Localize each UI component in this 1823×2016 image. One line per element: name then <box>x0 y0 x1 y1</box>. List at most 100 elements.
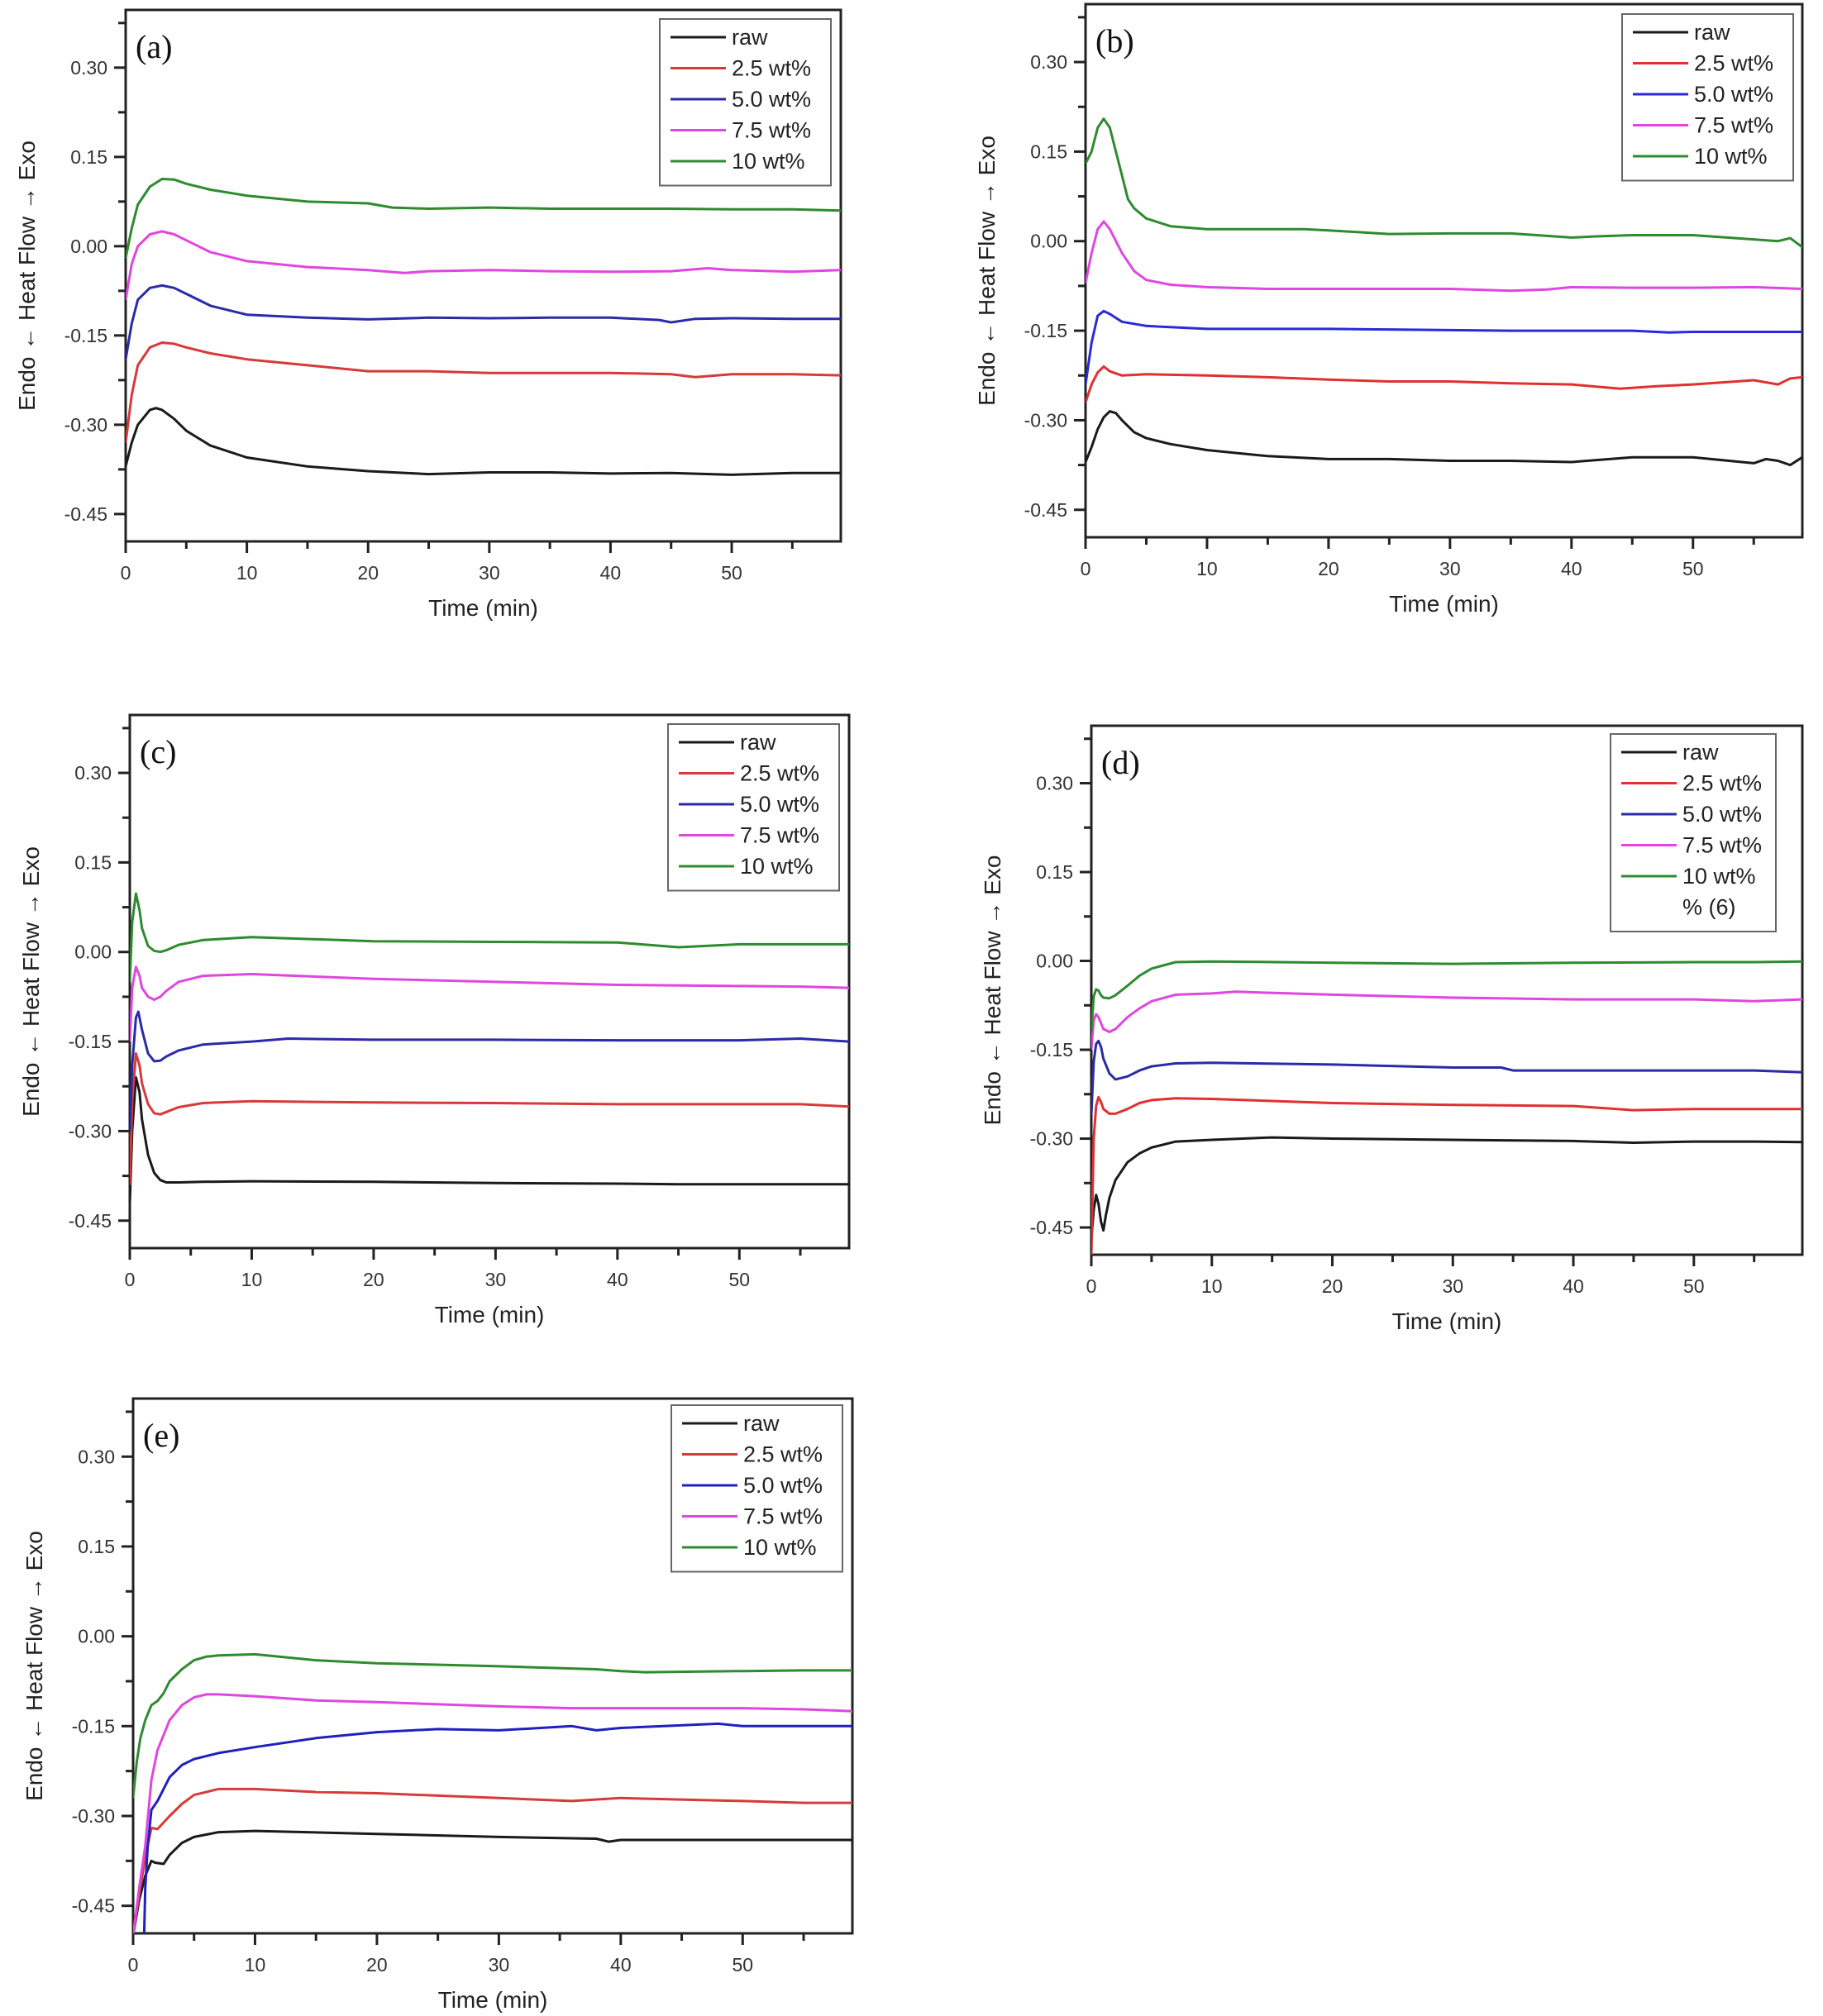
y-axis-title: Endo ← Heat Flow → Exo <box>14 141 40 411</box>
x-tick-label: 40 <box>600 562 622 584</box>
series-line-10-wt- <box>130 892 849 982</box>
series-line-5-0-wt- <box>1091 1039 1802 1115</box>
x-tick-label: 0 <box>1086 1275 1097 1297</box>
x-axis-title: Time (min) <box>435 1302 545 1327</box>
panel-label: (b) <box>1095 22 1134 60</box>
x-tick-label: 50 <box>1682 558 1704 579</box>
series-line-raw <box>126 407 841 476</box>
legend-label: raw <box>740 730 776 755</box>
x-tick-label: 40 <box>1561 558 1582 579</box>
y-tick-label: -0.30 <box>72 1805 115 1827</box>
y-tick-label: 0.15 <box>1030 141 1067 162</box>
y-tick-label: 0.00 <box>74 941 112 963</box>
x-tick-label: 50 <box>1683 1275 1705 1297</box>
panel-label: (d) <box>1101 744 1140 781</box>
series-line-10-wt- <box>126 178 841 259</box>
x-tick-label: 30 <box>1439 558 1461 579</box>
legend-label: 7.5 wt% <box>1682 833 1762 858</box>
series-line-raw <box>133 1829 852 1933</box>
series-line-2-5-wt- <box>1086 365 1802 403</box>
series-line-2-5-wt- <box>130 1052 849 1185</box>
series-line-2-5-wt- <box>1091 1095 1802 1255</box>
legend-label: 2.5 wt% <box>732 56 811 81</box>
plot-frame <box>1090 724 1804 1256</box>
chart-panel-d: 0 10 20 30 40 50 -0.45 -0.30 -0.15 0.00 0.15 0.30 Ti… <box>980 724 1804 1334</box>
series-line-5-0-wt- <box>130 1010 849 1132</box>
legend-label: 2.5 wt% <box>1694 51 1773 76</box>
x-axis-title: Time (min) <box>1389 591 1499 617</box>
y-tick-label: 0.30 <box>78 1446 115 1467</box>
x-tick-label: 40 <box>607 1269 628 1290</box>
y-axis-title: Endo ← Heat Flow → Exo <box>18 846 44 1117</box>
x-axis-title: Time (min) <box>1392 1308 1502 1334</box>
legend-label: % (6) <box>1682 895 1736 920</box>
legend-label: 10 wt% <box>740 854 814 879</box>
x-tick-label: 10 <box>241 1269 263 1290</box>
series-line-2-5-wt- <box>133 1787 852 1933</box>
legend: raw 2.5 wt% 5.0 wt% 7.5 wt% 10 wt% <box>659 18 832 187</box>
legend-label: 2.5 wt% <box>1682 771 1762 796</box>
series-line-raw <box>130 1075 849 1203</box>
series-line-5-0-wt- <box>126 284 841 360</box>
legend-label: raw <box>743 1411 780 1436</box>
y-tick-label: -0.15 <box>1024 320 1067 341</box>
legend-label: 5.0 wt% <box>732 87 811 112</box>
legend-box <box>1621 13 1794 182</box>
chart-panel-b: 0 10 20 30 40 50 -0.45 -0.30 -0.15 0.00 0.15 0.30 Ti… <box>0 0 1823 678</box>
series-line-10-wt- <box>1091 960 1802 1032</box>
y-tick-label: 0.30 <box>70 57 107 79</box>
x-tick-label: 10 <box>236 562 258 584</box>
y-tick-label: -0.15 <box>1030 1039 1073 1060</box>
legend: raw 2.5 wt% 5.0 wt% 7.5 wt% 10 wt% % (6) <box>1610 733 1777 932</box>
plot-frame <box>131 1397 854 1935</box>
x-tick-label: 50 <box>721 562 742 584</box>
y-tick-label: 0.30 <box>1030 51 1067 73</box>
x-tick-label: 50 <box>732 1954 753 1975</box>
chart-panel-e: 0 10 20 30 40 50 -0.45 -0.30 -0.15 0.00 0.15 0.30 Ti… <box>0 0 909 2016</box>
series-line-5-0-wt- <box>1086 309 1802 385</box>
y-tick-label: -0.15 <box>69 1031 112 1052</box>
series-line-10-wt- <box>1086 117 1802 249</box>
series-line-7-5-wt- <box>1086 220 1802 293</box>
series-line-raw <box>1086 410 1802 467</box>
x-axis-title: Time (min) <box>428 595 538 621</box>
y-tick-label: -0.15 <box>64 325 107 346</box>
y-tick-label: -0.30 <box>1024 409 1067 431</box>
y-tick-label: 0.00 <box>1030 231 1067 252</box>
y-tick-label: 0.15 <box>74 851 112 873</box>
legend: raw 2.5 wt% 5.0 wt% 7.5 wt% 10 wt% <box>1621 13 1794 182</box>
series-line-7-5-wt- <box>133 1693 852 1933</box>
y-tick-label: -0.30 <box>69 1120 112 1141</box>
x-tick-label: 30 <box>489 1954 510 1975</box>
x-tick-label: 10 <box>245 1954 266 1975</box>
legend-label: 7.5 wt% <box>1694 113 1773 138</box>
panel-label: (c) <box>140 733 176 770</box>
plot-frame <box>124 8 842 543</box>
series-line-7-5-wt- <box>1091 990 1802 1051</box>
x-tick-label: 0 <box>1081 558 1091 579</box>
x-tick-label: 40 <box>1563 1275 1584 1297</box>
legend-label: 10 wt% <box>732 149 805 174</box>
y-axis-title: Endo ← Heat Flow → Exo <box>21 1531 47 1801</box>
x-tick-label: 10 <box>1201 1275 1223 1297</box>
x-tick-label: 30 <box>1442 1275 1463 1297</box>
y-axis-title: Endo ← Heat Flow → Exo <box>980 855 1005 1126</box>
y-axis-title: Endo ← Heat Flow → Exo <box>974 136 1000 406</box>
y-tick-label: -0.45 <box>1024 499 1067 521</box>
y-tick-label: -0.15 <box>72 1715 115 1737</box>
legend-label: 5.0 wt% <box>1682 802 1762 827</box>
y-tick-label: -0.45 <box>64 503 107 525</box>
y-tick-label: 0.00 <box>70 236 107 257</box>
legend-label: 2.5 wt% <box>740 761 819 786</box>
y-tick-label: 0.15 <box>78 1536 115 1557</box>
y-tick-label: -0.45 <box>72 1895 115 1917</box>
y-tick-label: 0.15 <box>1036 861 1073 883</box>
chart-panel-c: 0 10 20 30 40 50 -0.45 -0.30 -0.15 0.00 0.15 0.30 Ti… <box>0 0 909 1372</box>
legend-label: raw <box>1682 740 1719 765</box>
legend-label: 10 wt% <box>1694 144 1768 169</box>
legend-label: 7.5 wt% <box>743 1504 823 1529</box>
